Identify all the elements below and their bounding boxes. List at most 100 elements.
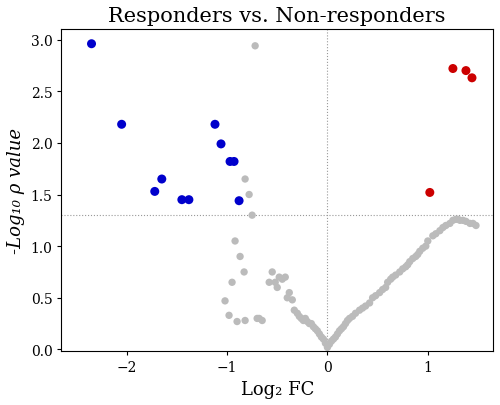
Point bbox=[282, 274, 290, 281]
Point bbox=[352, 310, 360, 317]
Point bbox=[368, 295, 376, 301]
Point bbox=[336, 328, 344, 334]
Point bbox=[265, 279, 273, 286]
Point bbox=[462, 68, 470, 75]
Point bbox=[278, 276, 286, 283]
Point bbox=[456, 217, 464, 224]
Point bbox=[459, 217, 467, 224]
Y-axis label: -Log₁₀ ρ value: -Log₁₀ ρ value bbox=[7, 128, 25, 254]
Point bbox=[300, 318, 308, 324]
Point bbox=[255, 315, 263, 322]
Point bbox=[340, 324, 347, 330]
Point bbox=[342, 320, 349, 327]
Point bbox=[442, 223, 450, 229]
Point bbox=[118, 122, 126, 128]
Point bbox=[268, 269, 276, 275]
Point bbox=[366, 300, 374, 307]
Point bbox=[436, 228, 444, 234]
Point bbox=[211, 122, 219, 128]
Point bbox=[362, 303, 370, 309]
Point bbox=[241, 176, 249, 183]
Point bbox=[235, 198, 243, 205]
Point bbox=[452, 217, 460, 223]
Point bbox=[316, 331, 324, 337]
Point bbox=[468, 75, 476, 82]
Point bbox=[273, 284, 281, 291]
Point bbox=[402, 264, 409, 271]
X-axis label: Log₂ FC: Log₂ FC bbox=[240, 380, 314, 398]
Point bbox=[241, 318, 249, 324]
Point bbox=[253, 315, 261, 322]
Point bbox=[245, 192, 253, 198]
Point bbox=[236, 254, 244, 260]
Point bbox=[310, 324, 318, 330]
Point bbox=[429, 233, 437, 239]
Point bbox=[318, 334, 326, 341]
Point bbox=[308, 320, 316, 327]
Point bbox=[158, 176, 166, 183]
Point bbox=[414, 252, 422, 258]
Point bbox=[284, 295, 292, 301]
Point bbox=[88, 41, 96, 48]
Point bbox=[449, 217, 457, 224]
Point bbox=[396, 269, 404, 275]
Point bbox=[416, 248, 424, 255]
Point bbox=[258, 318, 266, 324]
Point bbox=[439, 225, 447, 231]
Point bbox=[358, 305, 366, 311]
Point bbox=[346, 315, 354, 322]
Point bbox=[286, 290, 294, 296]
Point bbox=[322, 340, 330, 347]
Point bbox=[376, 290, 384, 296]
Point bbox=[271, 279, 279, 286]
Point bbox=[404, 262, 411, 269]
Point bbox=[449, 66, 457, 72]
Point bbox=[424, 238, 432, 245]
Point bbox=[326, 341, 334, 347]
Point bbox=[432, 231, 440, 237]
Point bbox=[386, 276, 394, 283]
Point bbox=[338, 326, 345, 332]
Point bbox=[221, 298, 229, 305]
Point bbox=[151, 189, 159, 195]
Point bbox=[296, 313, 304, 320]
Point bbox=[217, 141, 225, 148]
Point bbox=[226, 159, 234, 165]
Point bbox=[356, 307, 364, 313]
Point bbox=[334, 331, 342, 337]
Point bbox=[408, 256, 416, 262]
Point bbox=[332, 334, 340, 341]
Point bbox=[275, 274, 283, 281]
Point bbox=[462, 219, 470, 225]
Point bbox=[469, 221, 477, 227]
Point bbox=[248, 212, 256, 219]
Point bbox=[240, 269, 248, 275]
Point bbox=[314, 328, 322, 334]
Point bbox=[330, 336, 338, 343]
Point bbox=[178, 197, 186, 203]
Point bbox=[422, 243, 430, 250]
Point bbox=[382, 284, 390, 291]
Point bbox=[251, 43, 259, 50]
Point bbox=[426, 190, 434, 196]
Point bbox=[446, 221, 454, 227]
Point bbox=[454, 217, 462, 223]
Point bbox=[328, 338, 336, 345]
Point bbox=[398, 266, 406, 273]
Point bbox=[185, 197, 193, 203]
Point bbox=[344, 318, 351, 324]
Point bbox=[378, 287, 386, 293]
Point bbox=[406, 259, 413, 265]
Point bbox=[298, 315, 306, 322]
Point bbox=[288, 297, 296, 303]
Point bbox=[290, 307, 298, 313]
Point bbox=[306, 320, 314, 327]
Point bbox=[412, 254, 420, 260]
Title: Responders vs. Non-responders: Responders vs. Non-responders bbox=[108, 7, 446, 26]
Point bbox=[324, 344, 332, 351]
Point bbox=[225, 312, 233, 319]
Point bbox=[466, 221, 474, 227]
Point bbox=[372, 293, 380, 299]
Point bbox=[230, 159, 238, 165]
Point bbox=[392, 272, 400, 279]
